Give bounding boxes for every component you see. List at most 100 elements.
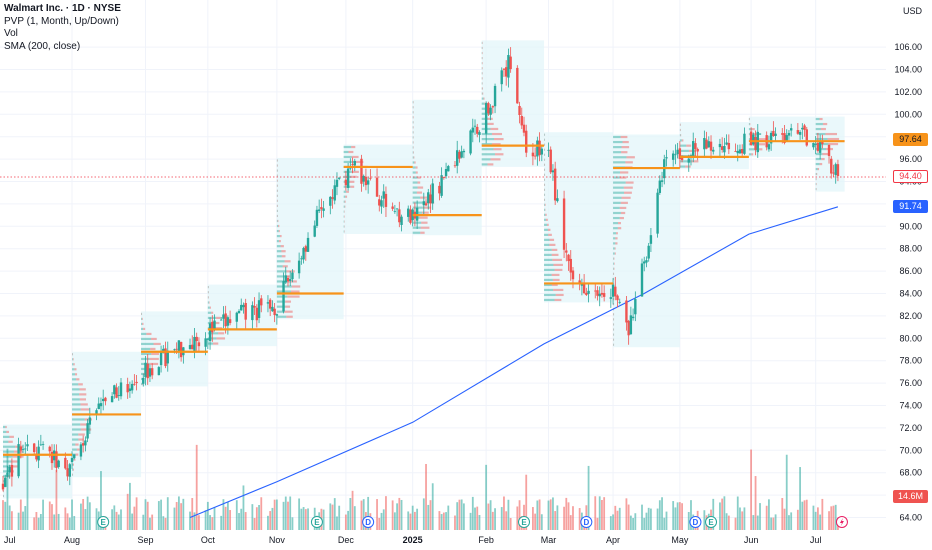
volume-bar: [22, 511, 24, 530]
profile-bar-down: [78, 383, 83, 386]
volume-bar: [552, 497, 554, 530]
candle-body: [687, 158, 690, 163]
candle-body: [317, 209, 321, 212]
candle-body: [562, 198, 566, 250]
candle-body: [179, 341, 183, 358]
volume-bar: [594, 496, 597, 530]
profile-bar-down: [685, 165, 691, 168]
sma-200-line: [189, 206, 839, 519]
profile-bar-up: [276, 315, 287, 318]
dividend-event-icon[interactable]: D: [362, 516, 375, 528]
candle-body: [266, 302, 270, 304]
volume-bar: [549, 499, 552, 530]
x-tick-label: Oct: [201, 535, 216, 545]
volume-bar: [572, 506, 574, 530]
profile-bar-up: [343, 190, 347, 193]
earnings-event-icon[interactable]: E: [705, 516, 718, 528]
volume-bar: [721, 498, 724, 530]
volume-bar: [284, 496, 287, 530]
pvp-indicator-label[interactable]: PVP (1, Month, Up/Down): [4, 15, 119, 27]
volume-bar: [596, 517, 599, 530]
profile-bar-up: [276, 280, 288, 283]
earnings-event-icon[interactable]: E: [97, 516, 110, 528]
candle-body: [522, 124, 526, 133]
profile-bar-up: [815, 172, 817, 176]
lightning-icon[interactable]: [835, 516, 848, 528]
volume-bar: [554, 511, 557, 530]
profile-bar-up: [544, 283, 552, 287]
candle-body: [211, 321, 214, 333]
profile-bar-down: [420, 231, 425, 234]
candle-body: [226, 317, 230, 326]
volume-bar: [198, 515, 200, 530]
candle-body: [375, 177, 379, 197]
event-marker-circle: [705, 516, 718, 528]
volume-bar: [333, 498, 336, 530]
candle-body: [533, 155, 537, 157]
candle-body: [150, 368, 154, 376]
x-tick-label: Jul: [4, 535, 16, 545]
sma-indicator-label[interactable]: SMA (200, close): [4, 40, 81, 52]
y-tick-label: 80.00: [899, 333, 922, 343]
profile-bar-up: [544, 298, 555, 302]
profile-bar-down: [151, 352, 159, 356]
volume-bar: [414, 511, 416, 530]
candle-body: [360, 158, 363, 184]
candle-body: [736, 150, 739, 154]
volume-bar: [238, 513, 240, 530]
candle-body: [424, 203, 428, 206]
candle-body: [73, 454, 76, 459]
profile-bar-down: [613, 257, 615, 260]
earnings-event-icon[interactable]: E: [518, 516, 531, 528]
candle-body: [516, 67, 519, 104]
profile-bar-up: [815, 127, 821, 131]
profile-bar-up: [544, 133, 545, 136]
candle-body: [631, 316, 635, 319]
currency-label[interactable]: USD: [902, 6, 922, 16]
volume-bar: [53, 514, 56, 530]
profile-bar-down: [546, 223, 549, 226]
volume-bar: [26, 453, 29, 530]
profile-bar-up: [481, 92, 483, 95]
profile-bar-down: [613, 338, 615, 341]
profile-bar-up: [481, 153, 495, 156]
volume-bar: [643, 517, 646, 530]
volume-bar: [427, 504, 430, 530]
x-tick-label: Jun: [744, 535, 759, 545]
volume-bar: [182, 498, 185, 530]
profile-bar-up: [141, 342, 154, 346]
profile-bar-down: [6, 430, 9, 434]
candle-body: [442, 177, 446, 178]
profile-bar-up: [276, 214, 278, 218]
volume-bar: [601, 500, 603, 530]
earnings-event-icon[interactable]: E: [310, 516, 323, 528]
dividend-event-icon[interactable]: D: [580, 516, 593, 528]
profile-bar-up: [412, 231, 421, 234]
profile-bar-down: [621, 146, 630, 149]
candle-body: [493, 85, 497, 107]
candle-body: [518, 105, 521, 116]
volume-bar: [251, 504, 254, 530]
profile-bar-down: [72, 358, 74, 361]
profile-bar-up: [544, 203, 545, 206]
profile-bar-down: [483, 97, 485, 100]
volume-bar: [222, 499, 225, 530]
volume-bar: [650, 508, 652, 530]
symbol-title[interactable]: Walmart Inc. · 1D · NYSE: [4, 3, 121, 14]
candle-body: [571, 270, 575, 280]
y-tick-label: 64.00: [899, 513, 922, 523]
candle-body: [364, 176, 368, 186]
volume-bar: [48, 501, 51, 530]
dividend-event-icon[interactable]: D: [689, 516, 702, 528]
profile-bar-down: [487, 117, 493, 120]
profile-bar-up: [748, 153, 752, 156]
profile-bar-up: [544, 153, 545, 156]
profile-bar-down: [211, 311, 214, 314]
profile-bar-up: [748, 117, 750, 121]
volume-indicator-label[interactable]: Vol: [4, 28, 18, 39]
volume-bar: [289, 496, 292, 530]
volume-bar: [382, 509, 385, 530]
candle-body: [17, 444, 20, 477]
candle-body: [489, 107, 492, 115]
